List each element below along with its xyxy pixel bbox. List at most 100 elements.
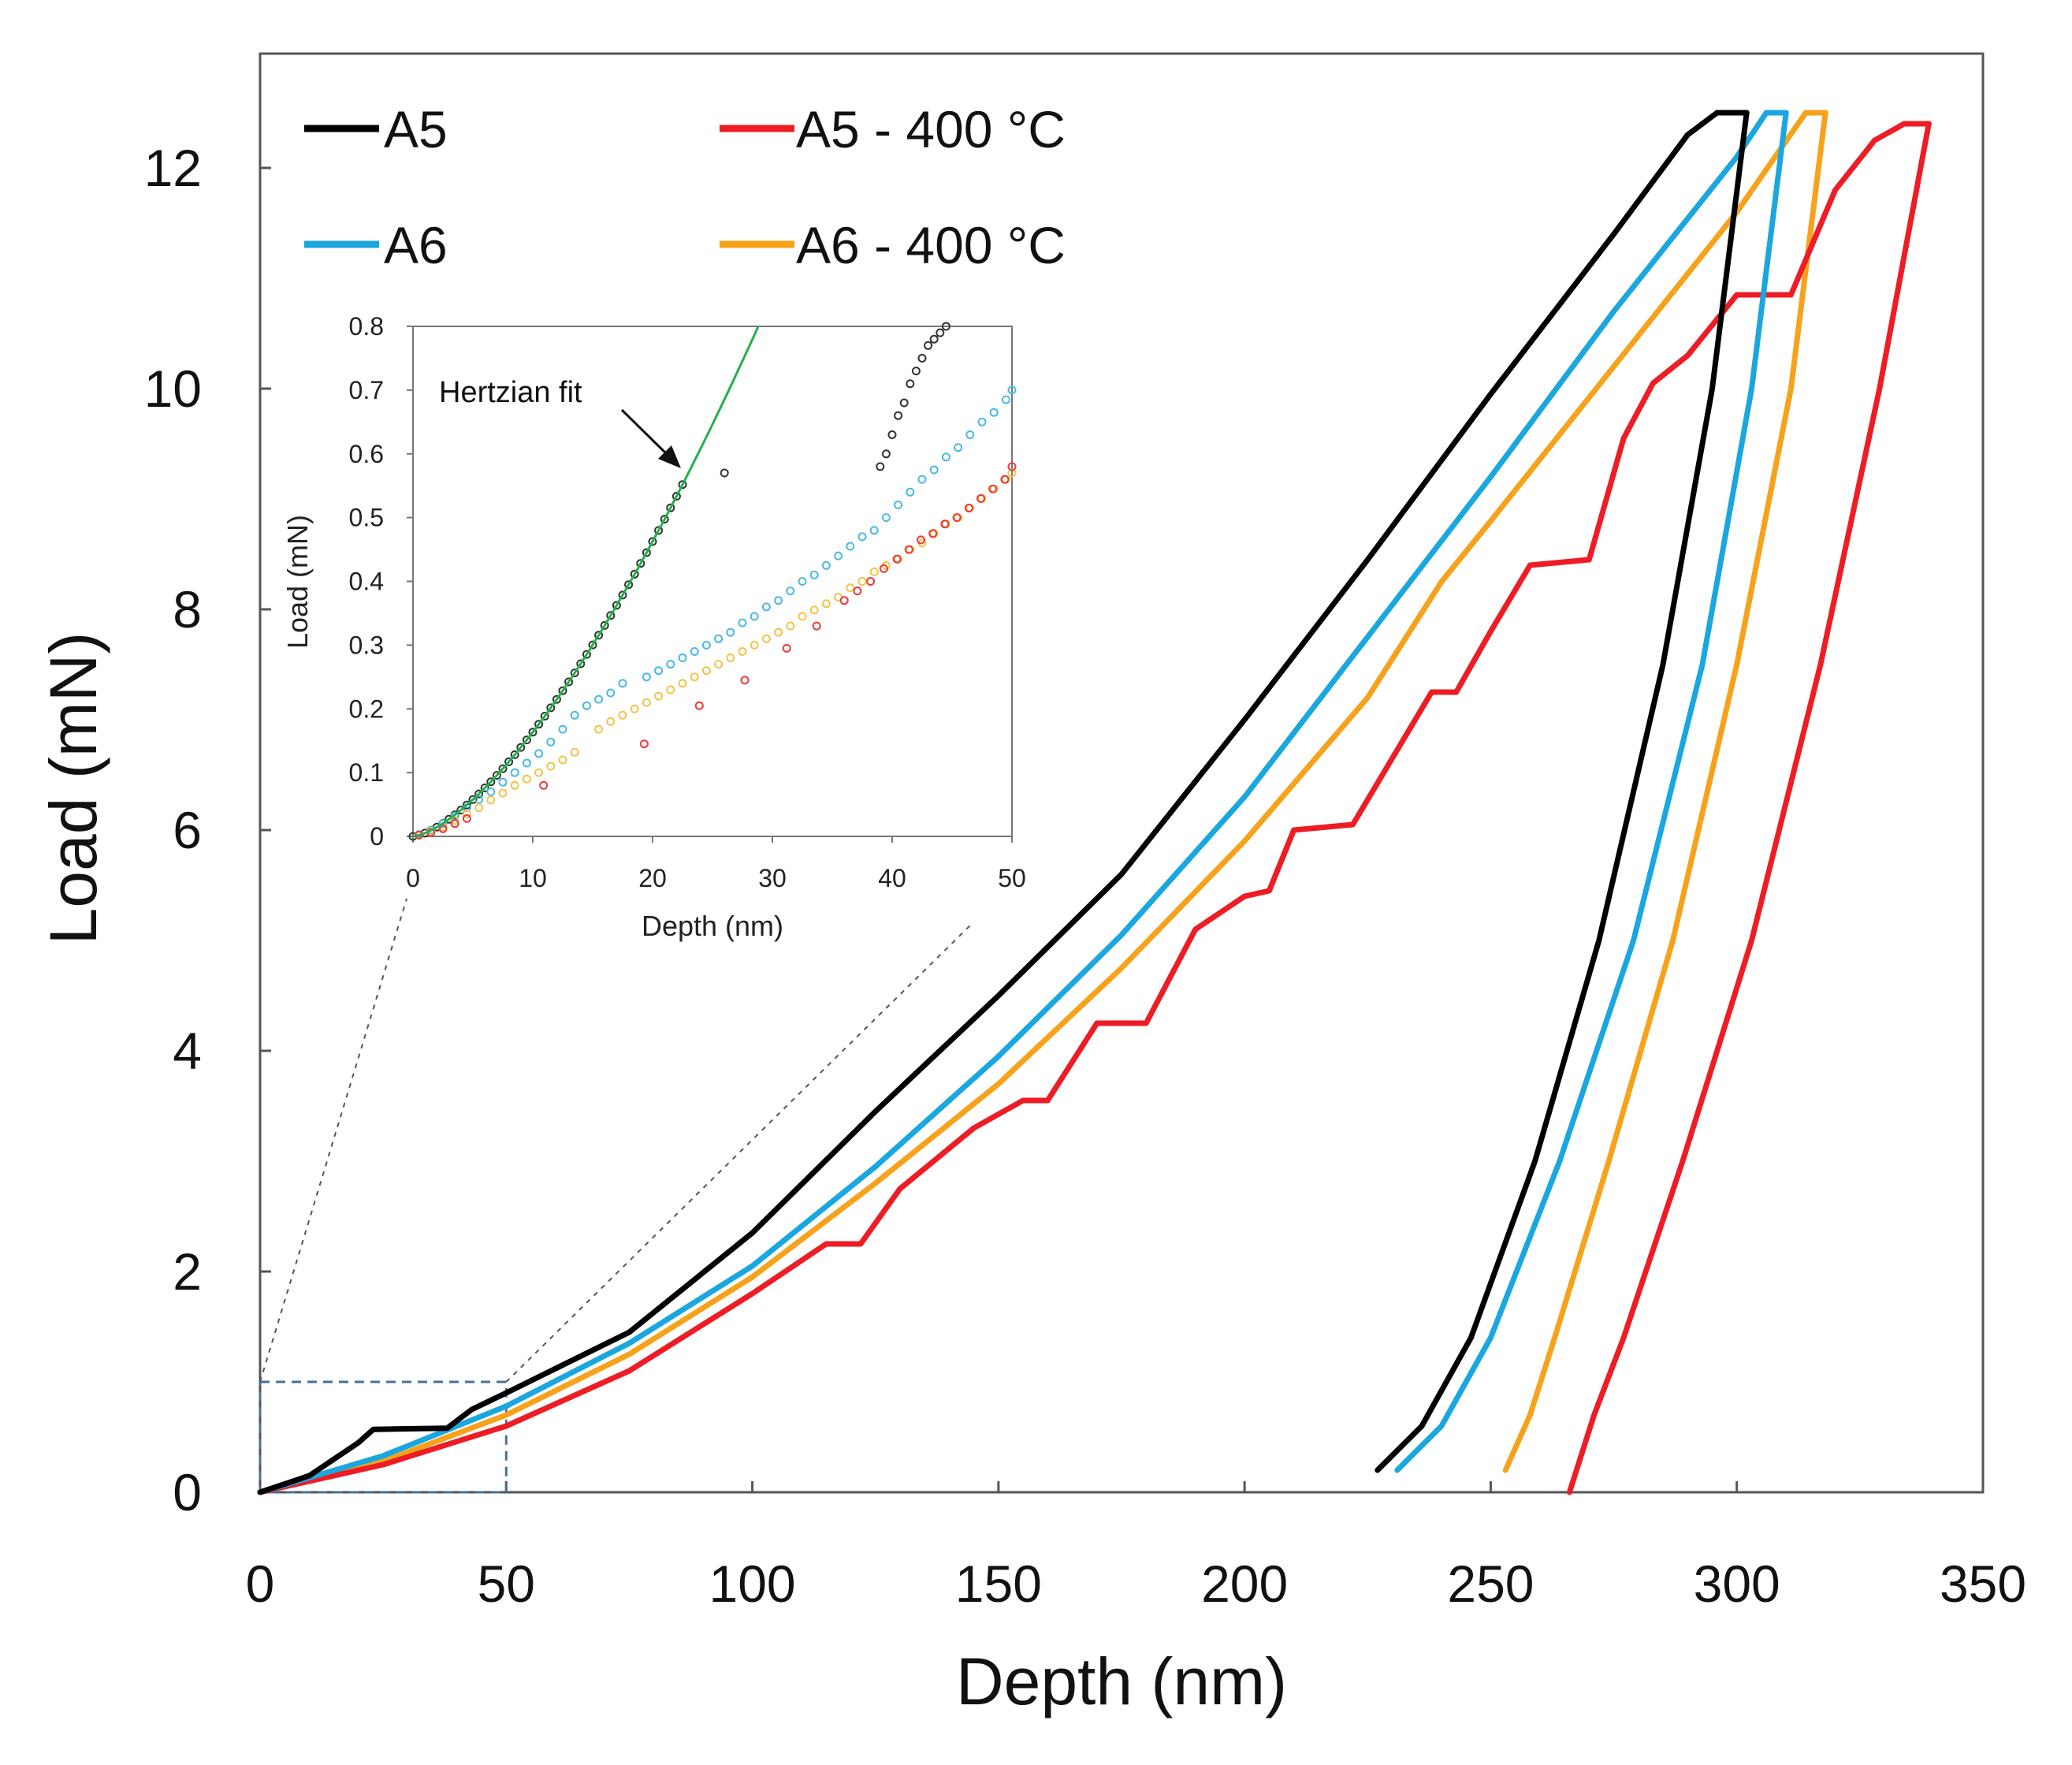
inset-point-a6 (570, 710, 579, 720)
main-x-tick-label: 0 (246, 1555, 275, 1613)
main-x-tick-label: 200 (1201, 1555, 1288, 1613)
main-y-tick-label: 2 (173, 1242, 202, 1301)
inset-point-a5-400-c (904, 545, 913, 554)
inset-point-a6-400-c (654, 691, 664, 701)
inset-point-a6-400-c (462, 810, 471, 819)
hertzian-fit-arrowhead (658, 445, 681, 468)
inset-point-a6-400-c (534, 768, 544, 777)
inset-point-a5 (666, 503, 675, 512)
inset-point-a6-400-c (798, 612, 807, 621)
series-a5-loading (257, 110, 1720, 1495)
main-x-tick-label: 250 (1447, 1555, 1534, 1613)
inset-point-a6 (965, 430, 975, 439)
inset-point-a6-400-c (606, 717, 616, 726)
inset-point-a5 (570, 668, 579, 678)
zoom-box (259, 1380, 508, 1494)
inset-point-a6 (786, 586, 795, 596)
inset-point-a5 (552, 694, 561, 704)
inset-point-a5 (480, 784, 489, 792)
main-x-axis-title: Depth (nm) (956, 1644, 1287, 1718)
inset-point-a5 (576, 659, 586, 668)
inset-point-a5-400-c (988, 484, 998, 493)
inset-point-a5-400-c (952, 513, 962, 523)
inset-point-a6-400-c (666, 685, 675, 694)
inset-point-a6-400-c (726, 653, 735, 662)
inset-point-a6 (522, 758, 531, 768)
inset-point-a6-400-c (618, 710, 627, 720)
inset-y-tick-label: 0.3 (349, 631, 384, 659)
inset-axis-ticks: 0 10 20 30 40 50 0 0.1 0.2 0.3 0.4 0.5 0.6 0.7 0.8 (349, 312, 1026, 892)
inset-point-a5-400-c (438, 824, 448, 833)
inset-point-a6 (894, 501, 903, 509)
inset-x-tick-label: 10 (519, 864, 547, 892)
inset-point-a6 (929, 465, 939, 475)
main-y-tick-label: 6 (173, 801, 202, 859)
inset-x-tick-label: 30 (758, 864, 787, 892)
inset-point-a5 (510, 750, 519, 759)
legend: A5 A6 A5 - 400 °C A6 - 400 °C (304, 100, 1066, 274)
inset-point-a5 (468, 795, 478, 804)
inset-point-a5 (630, 569, 639, 579)
inset-scatter-points (408, 322, 1017, 841)
legend-label-a5: A5 (384, 100, 448, 158)
inset-point-a5 (492, 771, 501, 780)
inset-point-a6 (642, 672, 651, 682)
zoom-indicator (259, 898, 972, 1494)
series-a6-400-c-loading (257, 110, 1809, 1495)
inset-point-a5-400-c (1007, 462, 1017, 471)
inset-point-a6 (977, 417, 987, 426)
inset-point-a6 (906, 487, 915, 497)
inset-point-a5 (588, 640, 597, 650)
inset-point-a5 (600, 620, 609, 630)
main-x-tick-label: 350 (1940, 1555, 2026, 1613)
inset-point-a6 (594, 694, 604, 704)
inset-point-a5-400-c (928, 529, 938, 538)
inset-y-tick-label: 0.8 (349, 312, 384, 341)
inset-point-a5-400-c (812, 621, 821, 631)
inset-x-tick-label: 50 (998, 864, 1026, 892)
inset-point-a5 (498, 764, 508, 773)
inset-point-a6 (690, 647, 699, 656)
inset-point-a5 (564, 677, 574, 687)
zoom-guide-left (259, 898, 407, 1383)
inset-point-a5 (881, 449, 891, 459)
inset-point-a5 (876, 462, 885, 471)
inset-point-a6-400-c (594, 724, 604, 734)
inset-point-a6-400-c (750, 640, 759, 650)
inset-point-a5 (654, 526, 664, 535)
inset-point-a5-400-c (450, 819, 459, 829)
inset-point-a6 (798, 577, 807, 586)
inset-point-a6 (1001, 395, 1010, 404)
inset-point-a5 (582, 650, 591, 659)
inset-point-a6-400-c (570, 747, 579, 757)
inset-point-a6 (714, 634, 724, 643)
legend-label-a6-400c: A6 - 400 °C (796, 216, 1066, 274)
inset-point-a5 (606, 611, 616, 620)
inset-point-a5 (558, 686, 567, 695)
inset-point-a5-400-c (866, 577, 876, 586)
hertzian-fit-arrow (620, 408, 671, 459)
inset-point-a5-400-c (940, 519, 950, 529)
inset-point-a6-400-c (857, 577, 867, 586)
inset-point-a6-400-c (510, 780, 519, 790)
inset-point-a6 (701, 640, 711, 650)
inset-point-a5 (678, 480, 687, 490)
inset-y-tick-label: 0.1 (349, 758, 384, 787)
main-x-tick-label: 300 (1694, 1555, 1780, 1613)
inset-point-a5 (660, 515, 669, 524)
inset-point-a5 (624, 580, 634, 590)
inset-point-a5-400-c (462, 814, 471, 823)
inset-point-a6-400-c (522, 774, 531, 784)
inset-point-a6 (821, 560, 831, 570)
inset-point-a6 (774, 596, 783, 605)
inset-point-a5 (474, 789, 484, 799)
inset-point-a5 (906, 379, 915, 389)
inset-point-a5 (887, 430, 897, 439)
inset-point-a5-400-c (917, 535, 925, 545)
inset-point-a5 (618, 590, 627, 600)
inset-point-a6 (534, 749, 544, 758)
inset-point-a6-400-c (809, 605, 819, 615)
inset-point-a6 (606, 688, 616, 698)
